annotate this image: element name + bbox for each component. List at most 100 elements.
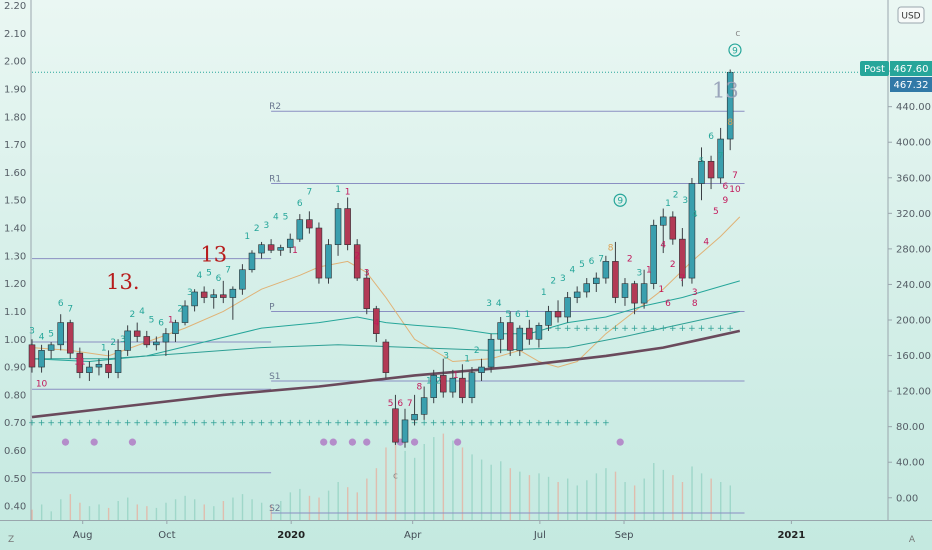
right-tick-label: 240.00 — [896, 280, 931, 291]
candle-down — [344, 208, 351, 246]
candle-up — [124, 330, 131, 351]
td-count-label: 1 — [244, 232, 250, 242]
candle-down — [669, 216, 677, 240]
post-label: Post — [864, 64, 885, 75]
candle-down — [707, 160, 715, 179]
candle-up — [698, 160, 705, 184]
td-count-label: 5 — [699, 157, 705, 167]
ma-long-line — [32, 310, 740, 360]
dot-marker — [616, 438, 624, 446]
td-count-label: 6 — [723, 182, 729, 192]
candle-down — [612, 261, 619, 298]
plus-marker: + — [277, 419, 285, 429]
volume-bar — [595, 473, 598, 520]
td-count-label: 3 — [682, 196, 688, 206]
candle-up — [229, 288, 237, 298]
plus-marker: + — [133, 419, 141, 429]
plus-marker: + — [363, 419, 371, 429]
volume-bar — [289, 492, 292, 520]
volume-bar — [31, 509, 33, 520]
post-value: 467.60 — [894, 64, 929, 75]
volume-bar — [193, 499, 196, 520]
usd-unit-badge[interactable]: USD — [897, 6, 925, 24]
volume-bar — [79, 502, 81, 520]
volume-bar — [586, 480, 588, 520]
volume-bar — [423, 444, 425, 520]
candle-down — [382, 341, 390, 373]
td-countdown-label: 13 — [200, 242, 227, 266]
plus-marker: + — [66, 419, 74, 429]
auto-scale-button[interactable]: A — [909, 535, 916, 545]
volume-bar — [700, 473, 703, 520]
plus-marker: + — [659, 324, 667, 334]
candle-up — [717, 138, 724, 179]
ma-mid-line — [31, 280, 740, 363]
candle-up — [487, 338, 495, 368]
volume-bars — [31, 425, 731, 520]
left-tick-label: 1.10 — [4, 307, 26, 318]
dot-marker — [90, 438, 98, 446]
timezone-button[interactable]: Z — [8, 535, 14, 545]
plus-marker: + — [200, 419, 208, 429]
plus-marker: + — [602, 419, 610, 429]
plus-marker: + — [95, 419, 103, 429]
volume-bar — [222, 501, 225, 520]
volume-bar — [394, 425, 397, 520]
plus-marker: + — [172, 419, 180, 429]
plus-marker: + — [535, 419, 543, 429]
candle-down — [306, 219, 313, 229]
left-tick-label: 0.60 — [4, 446, 26, 457]
volume-bar — [155, 507, 158, 520]
volume-bar — [624, 482, 626, 520]
plus-marker: + — [86, 419, 94, 429]
td-count-label: 3 — [692, 288, 698, 298]
candle-up — [181, 305, 189, 323]
volume-bar — [576, 485, 578, 520]
plus-marker: + — [573, 324, 581, 334]
left-tick-label: 1.30 — [4, 251, 26, 262]
pivot-levels: R2 R1 P S1 S2 — [32, 102, 745, 514]
right-axis[interactable]: 480.00440.00400.00360.00320.00280.00240.… — [888, 67, 931, 505]
candle-up — [726, 71, 734, 140]
time-axis[interactable]: Aug Oct 2020 Apr Jul Sep 2021 — [73, 520, 805, 541]
td-count-label: 10 — [36, 380, 48, 390]
volume-bar — [184, 495, 186, 520]
td-count-label: 5 — [579, 260, 585, 270]
left-tick-label: 1.20 — [4, 279, 26, 290]
candle-up — [172, 322, 179, 334]
candle-down — [133, 330, 141, 337]
dot-marker — [348, 438, 357, 446]
last-value: 467.32 — [894, 80, 929, 91]
td-count-label: 8 — [692, 299, 698, 309]
volume-bar — [433, 437, 435, 520]
candle-up — [468, 372, 476, 398]
left-tick-label: 1.70 — [4, 140, 26, 151]
volume-bar — [662, 469, 665, 520]
td-count-label: c — [735, 29, 740, 39]
grid — [0, 0, 932, 521]
td-count-label: 2 — [177, 304, 183, 314]
td-nine-circle — [613, 193, 627, 207]
td-count-label: 5 — [388, 399, 394, 409]
candle-down — [105, 363, 112, 373]
td-count-label: 4 — [496, 299, 502, 309]
volume-bar — [681, 482, 684, 520]
candle-up — [516, 327, 524, 351]
candle-up — [411, 414, 418, 421]
plus-marker: + — [286, 419, 294, 429]
left-axis[interactable]: 2.20 2.10 2.00 1.90 1.80 1.70 1.60 1.50 1.40 1.30… — [4, 1, 26, 513]
td-count-label: 3 — [29, 327, 35, 337]
pivot-level-label: S1 — [269, 372, 280, 382]
candlesticks — [28, 69, 734, 448]
candle-up — [593, 277, 600, 284]
right-tick-label: 400.00 — [896, 138, 931, 149]
volume-bar — [471, 454, 473, 520]
volume-bar — [566, 478, 569, 520]
markers: + + + + + + + + + + + + + + + + + + + + + + + + + + + + + + + + + + + + + + + +… — [28, 324, 734, 446]
td-count-label: 8 — [727, 118, 733, 128]
td-count-label: 2 — [436, 377, 442, 387]
candle-down — [392, 408, 399, 443]
volume-bar — [347, 487, 349, 520]
